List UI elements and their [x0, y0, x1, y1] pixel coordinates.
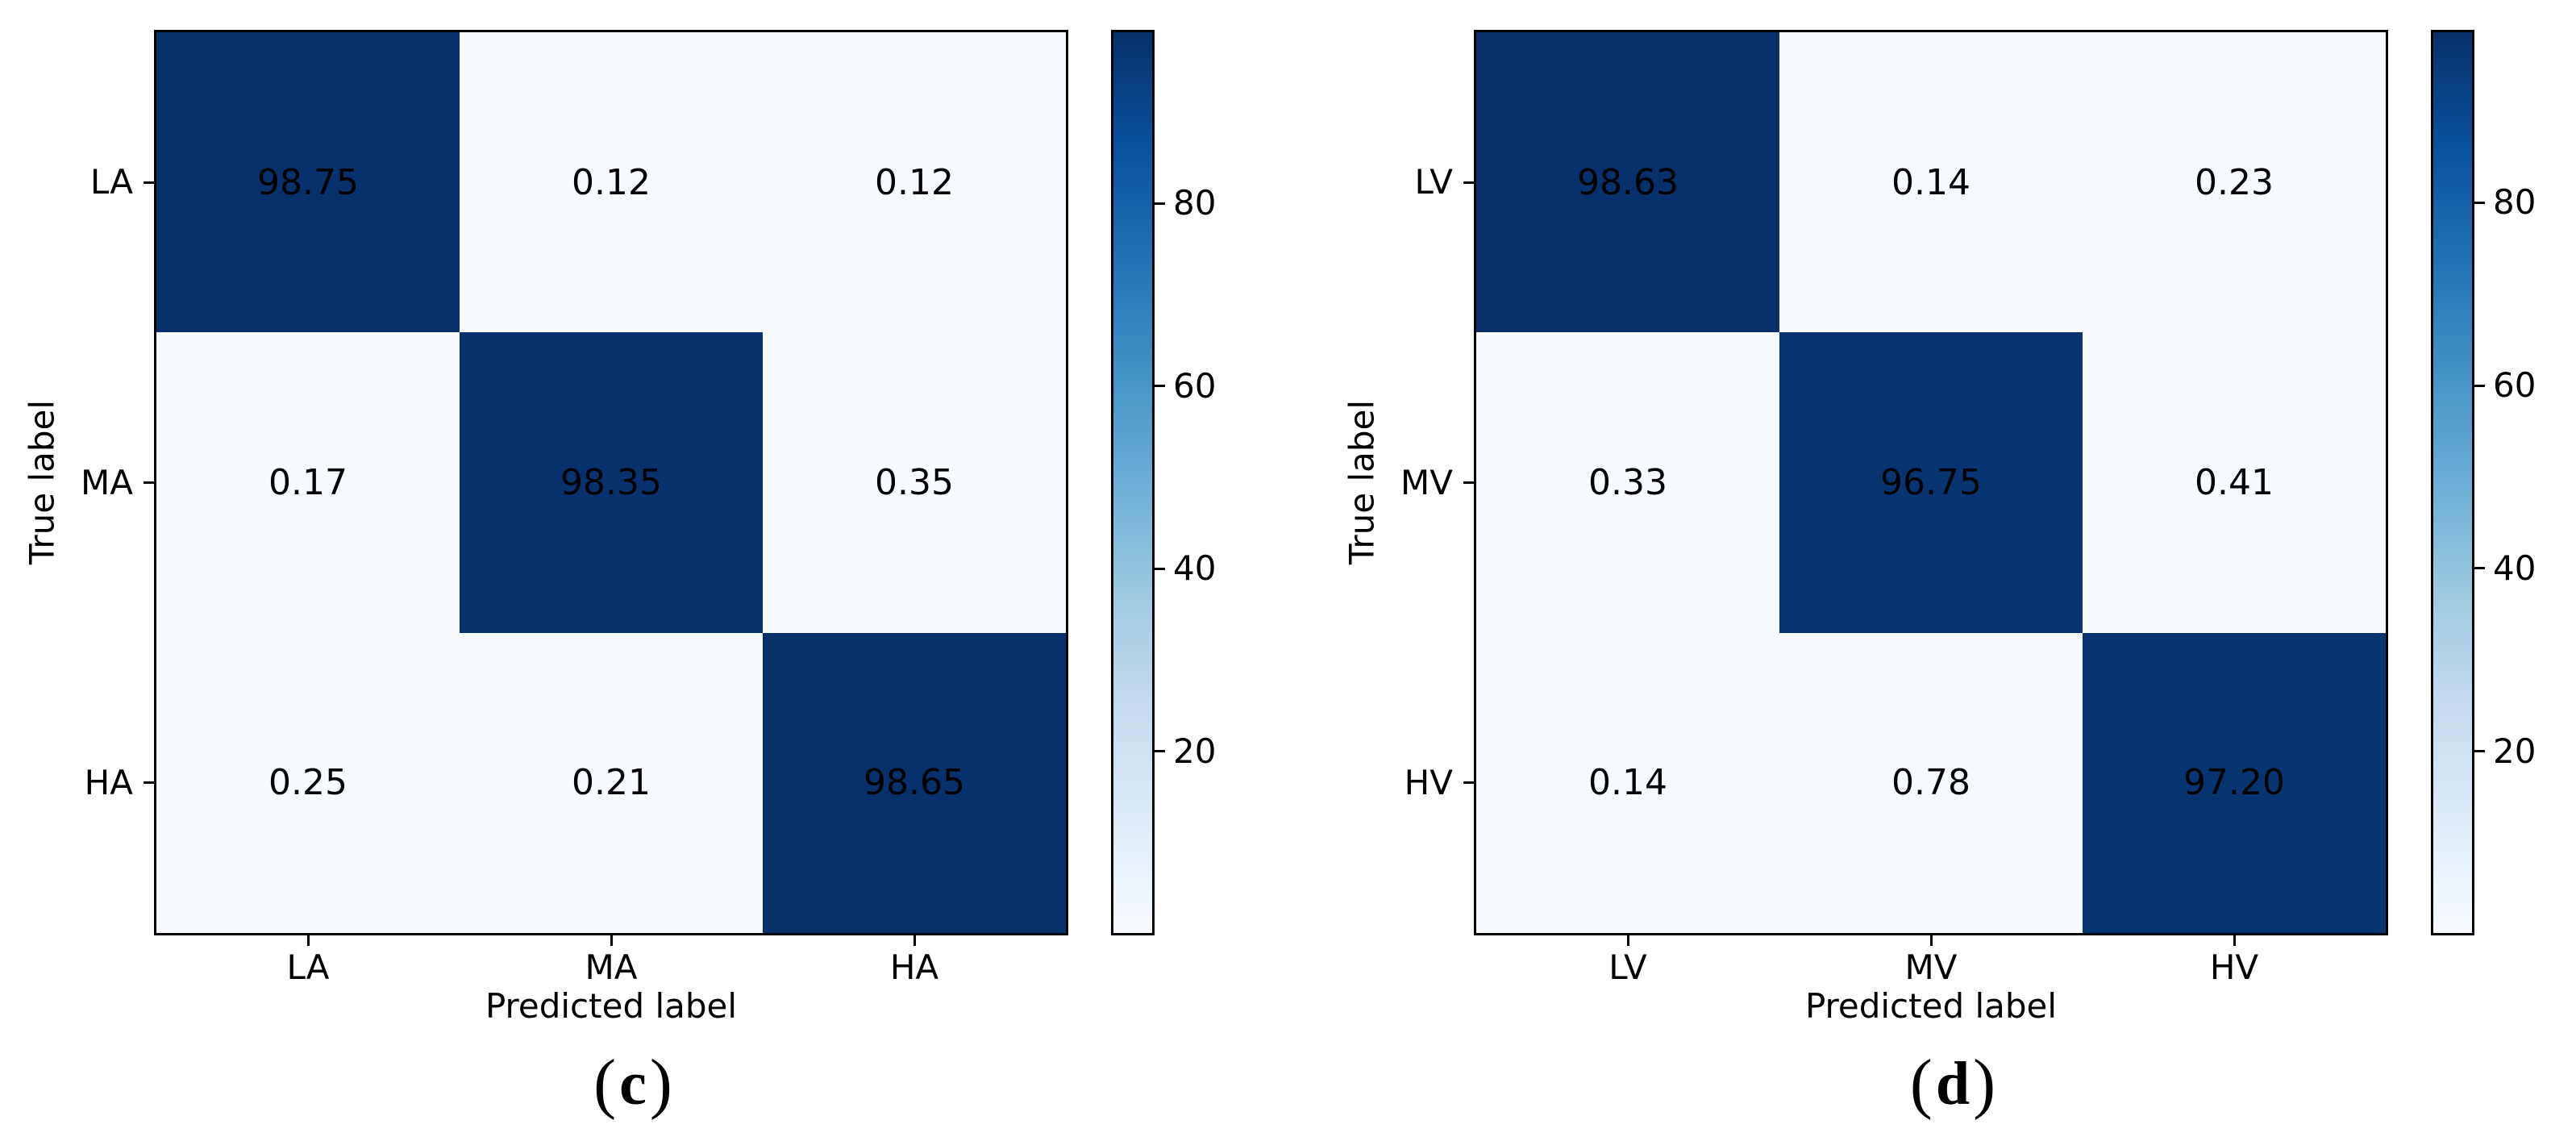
x-tick-label: HA: [889, 948, 939, 987]
colorbar-tick-label: 20: [1173, 731, 1217, 771]
x-tick-label: LV: [1608, 948, 1647, 987]
colorbar-tick-label: 80: [1173, 183, 1217, 223]
y-tick-label: MV: [1400, 462, 1453, 502]
y-tick-mark: [144, 781, 154, 785]
colorbar-tick-label: 60: [1173, 365, 1217, 406]
colorbar-tick-mark: [1155, 567, 1165, 570]
matrix-cell: 98.65: [763, 632, 1066, 933]
caption-paren-close: ): [649, 1046, 672, 1121]
matrix-cell: 0.41: [2083, 332, 2386, 633]
subfigure-d: True label 98.63 0.14 0.23 0.33 96.75 0.41 0.1…: [1320, 0, 2576, 1137]
x-tick-label: MA: [585, 948, 638, 987]
colorbar-tick-mark: [1155, 750, 1165, 753]
colorbar-tick-mark: [2474, 384, 2485, 387]
y-tick-label: LA: [89, 162, 133, 202]
matrix-cell: 0.12: [460, 32, 763, 333]
y-tick-mark: [144, 181, 154, 184]
y-tick-label: HV: [1404, 762, 1453, 802]
matrix-cell: 0.14: [1779, 32, 2083, 333]
colorbar-tick-mark: [2474, 201, 2485, 204]
y-tick-mark: [1463, 181, 1474, 184]
matrix-cell: 0.25: [156, 632, 460, 933]
matrix-cell: 98.63: [1476, 32, 1779, 333]
x-tick-mark: [1626, 935, 1629, 946]
caption-letter: c: [619, 1050, 647, 1118]
x-tick-mark: [913, 935, 916, 946]
confusion-matrix-d: 98.63 0.14 0.23 0.33 96.75 0.41 0.14 0.78 97.20: [1474, 30, 2388, 935]
subfigure-caption: (c): [472, 1047, 794, 1121]
matrix-cell: 0.35: [763, 332, 1066, 633]
y-tick-label: LV: [1414, 162, 1453, 202]
matrix-cell: 0.14: [1476, 632, 1779, 933]
x-tick-label: LA: [286, 948, 330, 987]
x-axis-label: Predicted label: [485, 986, 738, 1026]
x-tick-mark: [306, 935, 310, 946]
caption-paren-open: (: [1909, 1046, 1933, 1121]
colorbar-tick-mark: [1155, 202, 1165, 205]
colorbar-tick-label: 40: [2493, 548, 2536, 588]
subfigure-caption: (d): [1792, 1047, 2114, 1121]
x-tick-label: MV: [1904, 948, 1958, 987]
colorbar-tick-label: 40: [1173, 548, 1217, 589]
y-tick-mark: [144, 481, 154, 484]
matrix-cell: 98.75: [156, 32, 460, 333]
y-tick-label: HA: [84, 762, 133, 802]
subfigure-c: True label 98.75 0.12 0.12 0.17 98.35 0.35 0.2…: [23, 30, 1217, 1121]
matrix-cell: 97.20: [2083, 632, 2386, 933]
colorbar-tick-mark: [2474, 750, 2485, 753]
colorbar: [1111, 30, 1155, 935]
x-tick-mark: [1929, 935, 1933, 946]
caption-letter: d: [1935, 1050, 1970, 1118]
matrix-cell: 98.35: [460, 332, 763, 633]
caption-paren-close: ): [1973, 1046, 1996, 1121]
colorbar-tick-mark: [1155, 385, 1165, 388]
matrix-cell: 0.17: [156, 332, 460, 633]
colorbar-tick-mark: [2474, 567, 2485, 570]
colorbar-tick-label: 60: [2493, 365, 2536, 406]
matrix-cell: 0.23: [2083, 32, 2386, 333]
confusion-matrix-c: 98.75 0.12 0.12 0.17 98.35 0.35 0.25 0.21 98.65: [154, 30, 1068, 935]
x-tick-label: HV: [2209, 948, 2259, 987]
colorbar-tick-label: 20: [2493, 731, 2536, 771]
matrix-cell: 0.78: [1779, 632, 2083, 933]
matrix-cell: 0.21: [460, 632, 763, 933]
matrix-cell: 0.12: [763, 32, 1066, 333]
colorbar-tick-label: 80: [2493, 182, 2536, 223]
y-tick-mark: [1463, 481, 1474, 484]
colorbar: [2431, 30, 2474, 935]
y-tick-mark: [1463, 781, 1474, 785]
x-tick-mark: [610, 935, 613, 946]
x-axis-label: Predicted label: [1804, 986, 2058, 1026]
matrix-cell: 0.33: [1476, 332, 1779, 633]
matrix-cell: 96.75: [1779, 332, 2083, 633]
caption-paren-open: (: [593, 1046, 617, 1121]
x-tick-mark: [2233, 935, 2236, 946]
y-tick-label: MA: [81, 462, 133, 502]
